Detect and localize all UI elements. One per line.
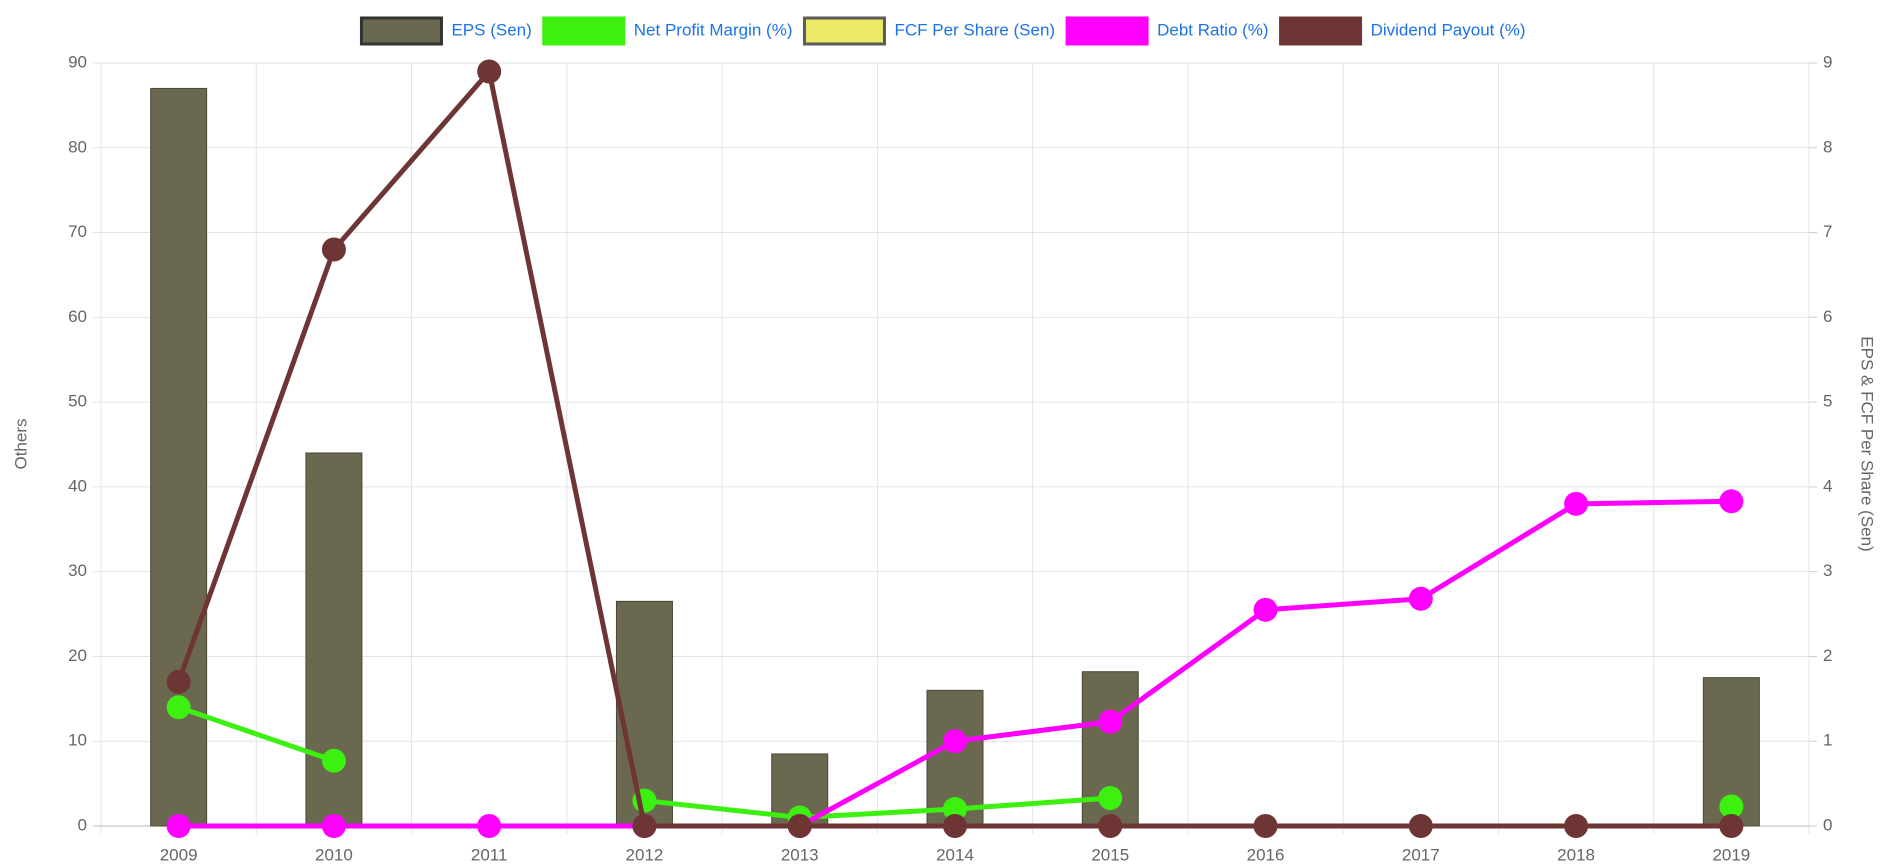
point bbox=[1253, 597, 1278, 622]
y-tick-label: 60 bbox=[68, 307, 87, 326]
y-tick-label: 70 bbox=[68, 222, 87, 241]
legend: EPS (Sen) Net Profit Margin (%) FCF Per Sh… bbox=[359, 16, 1526, 46]
y-tick-label: 40 bbox=[68, 476, 87, 495]
y-axis-title: Others bbox=[11, 418, 30, 469]
y2-axis-title: EPS & FCF Per Share (Sen) bbox=[1858, 336, 1877, 551]
x-tick-label: 2013 bbox=[781, 845, 819, 864]
x-tick-label: 2014 bbox=[936, 845, 974, 864]
point bbox=[1719, 794, 1744, 819]
legend-swatch bbox=[1065, 16, 1149, 46]
legend-label: Dividend Payout (%) bbox=[1371, 20, 1526, 39]
y2-tick-label: 2 bbox=[1823, 646, 1832, 665]
y-tick-label: 20 bbox=[68, 646, 87, 665]
legend-label: EPS (Sen) bbox=[451, 20, 531, 39]
y2-tick-label: 7 bbox=[1823, 222, 1832, 241]
point bbox=[1564, 814, 1589, 838]
point bbox=[166, 695, 191, 720]
point bbox=[632, 814, 657, 838]
x-tick-label: 2011 bbox=[471, 845, 508, 864]
point bbox=[321, 814, 346, 838]
x-tick-label: 2012 bbox=[626, 845, 664, 864]
y-tick-label: 50 bbox=[68, 392, 87, 411]
legend-swatch bbox=[1279, 16, 1363, 46]
x-tick-label: 2009 bbox=[160, 845, 198, 864]
y-tick-label: 90 bbox=[68, 52, 87, 71]
y-tick-label: 30 bbox=[68, 561, 87, 580]
x-tick-label: 2010 bbox=[315, 845, 353, 864]
point bbox=[1408, 814, 1433, 838]
point bbox=[1098, 814, 1123, 838]
point bbox=[1098, 786, 1123, 811]
y-tick-label: 80 bbox=[68, 137, 87, 156]
point bbox=[1719, 489, 1744, 514]
legend-label: Net Profit Margin (%) bbox=[634, 20, 793, 39]
x-tick-label: 2019 bbox=[1712, 845, 1750, 864]
point bbox=[166, 669, 191, 694]
x-tick-label: 2017 bbox=[1402, 845, 1440, 864]
x-tick-label: 2015 bbox=[1091, 845, 1129, 864]
y2-tick-label: 4 bbox=[1823, 476, 1832, 495]
point bbox=[943, 729, 967, 754]
y-tick-label: 0 bbox=[78, 815, 87, 834]
x-tick-label: 2016 bbox=[1247, 845, 1285, 864]
x-tick-label: 2018 bbox=[1557, 845, 1595, 864]
legend-swatch bbox=[802, 16, 886, 46]
y2-tick-label: 8 bbox=[1823, 137, 1832, 156]
y-tick-label: 10 bbox=[68, 731, 87, 750]
legend-swatch bbox=[542, 16, 626, 46]
point bbox=[1253, 814, 1278, 838]
point bbox=[1564, 491, 1589, 516]
legend-label: FCF Per Share (Sen) bbox=[894, 20, 1055, 39]
point bbox=[1719, 814, 1744, 838]
point bbox=[943, 797, 967, 822]
point bbox=[1098, 709, 1123, 734]
point bbox=[477, 59, 502, 84]
y2-tick-label: 6 bbox=[1823, 307, 1832, 326]
y2-tick-label: 1 bbox=[1823, 731, 1832, 750]
legend-label: Debt Ratio (%) bbox=[1157, 20, 1268, 39]
y2-tick-label: 5 bbox=[1823, 392, 1832, 411]
legend-swatch bbox=[359, 16, 443, 46]
point bbox=[321, 237, 346, 262]
y2-tick-label: 9 bbox=[1823, 52, 1832, 71]
point bbox=[787, 814, 812, 838]
point bbox=[943, 814, 967, 838]
point bbox=[321, 748, 346, 773]
point bbox=[166, 814, 191, 838]
point bbox=[477, 814, 502, 838]
y2-tick-label: 0 bbox=[1823, 815, 1832, 834]
y2-tick-label: 3 bbox=[1823, 561, 1832, 580]
point bbox=[1408, 586, 1433, 611]
